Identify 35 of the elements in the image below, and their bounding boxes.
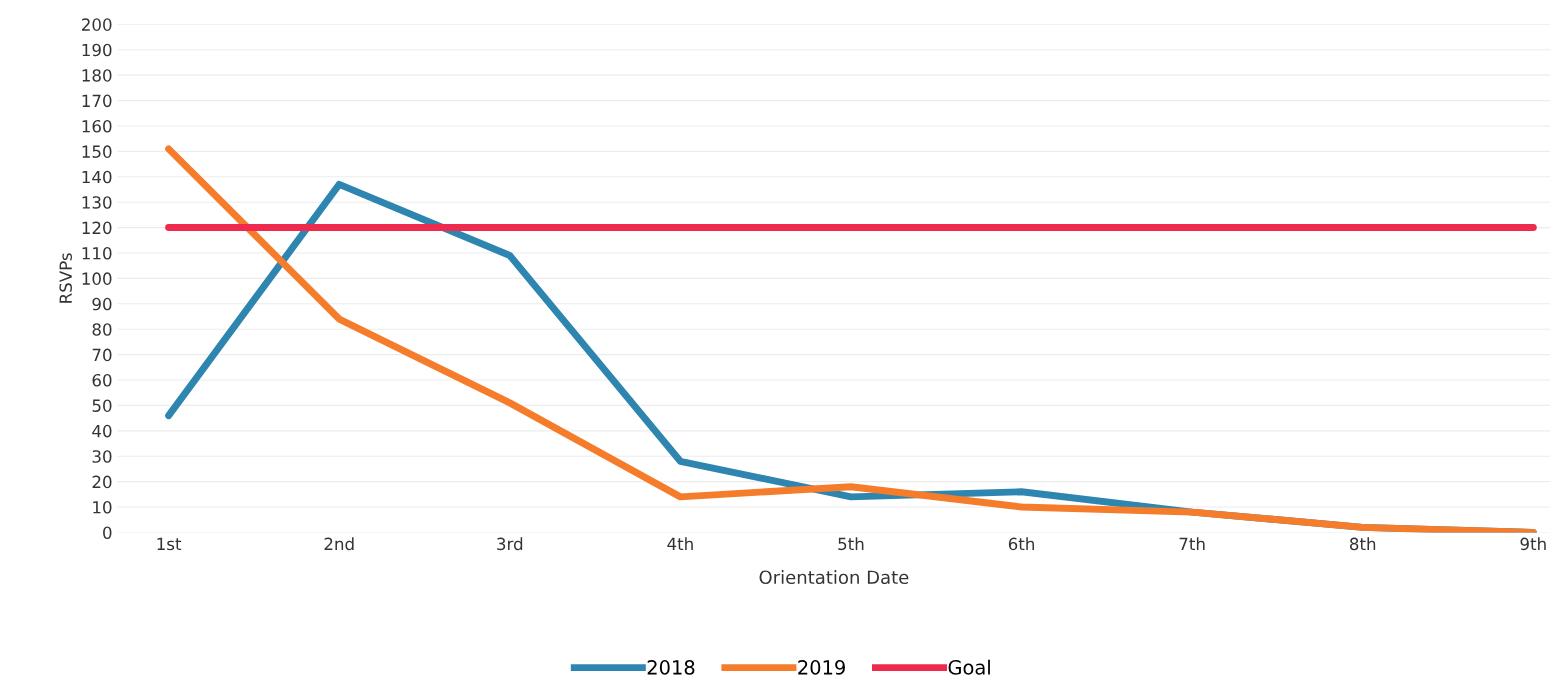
y-tick-label: 90 [92,297,112,311]
y-tick-label: 170 [82,94,112,108]
y-tick-label: 150 [82,145,112,158]
y-tick-label: 40 [92,424,112,438]
x-tick-label: 3rd [497,537,523,551]
y-tick-label: 140 [82,170,112,184]
legend-label: 2019 [798,660,845,675]
y-tick-label: 120 [82,221,112,235]
x-tick-label: 6th [1008,537,1034,551]
x-tick-label: 1st [157,537,182,551]
y-tick-label: 0 [103,526,112,540]
legend-label: 2018 [647,660,695,675]
y-tick-label: 200 [82,18,112,31]
legend-label: Goal [948,659,990,675]
y-tick-label: 110 [82,246,112,260]
x-axis-title: Orientation Date [759,570,909,585]
y-tick-label: 70 [92,348,112,362]
y-tick-label: 20 [92,475,112,489]
x-tick-label: 2nd [324,537,354,551]
y-tick-label: 190 [82,43,112,57]
y-tick-label: 100 [82,272,112,285]
y-tick-label: 80 [92,323,112,336]
y-tick-label: 130 [82,196,112,209]
y-tick-label: 10 [93,501,112,514]
x-tick-label: 4th [667,537,693,550]
y-tick-label: 50 [92,399,112,412]
y-tick-label: 160 [82,119,112,133]
x-tick-label: 7th [1179,537,1205,550]
y-tick-label: 60 [92,373,112,387]
y-tick-label: 30 [92,450,112,463]
x-tick-label: 8th [1349,537,1376,551]
x-tick-label: 5th [838,537,864,551]
y-axis-title: RSVPs [59,253,72,303]
y-tick-label: 180 [82,69,112,82]
x-tick-label: 9th [1520,537,1546,551]
